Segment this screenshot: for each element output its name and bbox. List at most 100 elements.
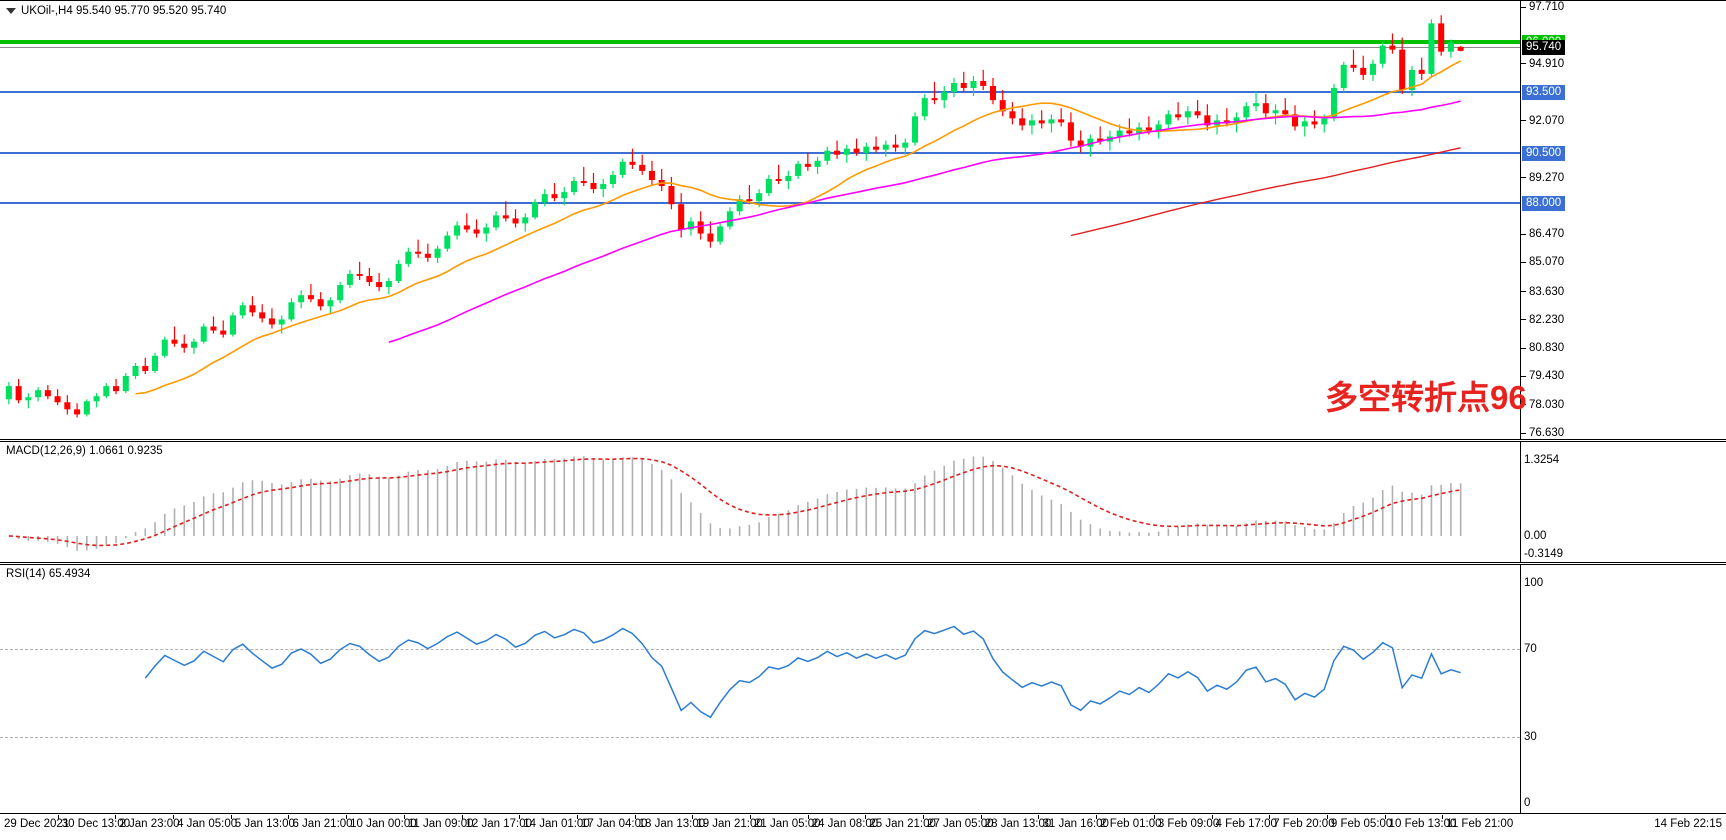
time-label: 2 Jan 23:00 [119, 818, 180, 830]
time-label: 9 Feb 05:00 [1330, 818, 1393, 830]
price-label-93.500[interactable]: 93.500 [1522, 85, 1566, 101]
price-tick: 76.630 [1521, 427, 1564, 439]
price-label-95.740[interactable]: 95.740 [1522, 39, 1566, 55]
triangle-down-icon[interactable] [6, 7, 16, 14]
level-line-90.500[interactable] [0, 151, 1520, 154]
price-axis: 97.710 94.910 92.070 89.270 86.470 85.070 83.6… [1521, 1, 1726, 439]
time-tick [1153, 815, 1155, 819]
time-label: 19 Jan 21:00 [696, 818, 763, 830]
time-tick [576, 815, 578, 819]
price-label-88.000[interactable]: 88.000 [1522, 196, 1566, 212]
time-label: 3 Feb 09:00 [1157, 818, 1220, 830]
time-label: 4 Jan 05:00 [177, 818, 238, 830]
time-axis: 29 Dec 2021 30 Dec 13:00 2 Jan 23:00 4 Jan … [0, 815, 1726, 840]
time-tick [288, 815, 290, 819]
time-label: 10 Feb 13:00 [1388, 818, 1457, 830]
price-label-90.500[interactable]: 90.500 [1522, 145, 1566, 161]
time-label: 17 Jan 04:00 [580, 818, 648, 830]
macd-plot-area[interactable] [0, 442, 1521, 562]
time-label: 24 Jan 08:00 [811, 818, 879, 830]
macd-label: MACD(12,26,9) 1.0661 0.9235 [6, 445, 163, 457]
price-tick: 78.030 [1521, 399, 1564, 410]
price-tick: 83.630 [1521, 286, 1564, 297]
price-tick: 80.830 [1521, 342, 1564, 354]
rsi-axis: 100 70 30 0 [1521, 565, 1726, 813]
time-tick [1442, 815, 1444, 819]
time-label: 14 Feb 22:15 [1654, 818, 1722, 830]
time-tick [923, 815, 925, 819]
price-tick: 97.710 [1521, 1, 1564, 13]
time-label: 11 Feb 21:00 [1446, 818, 1514, 830]
time-tick [57, 815, 59, 819]
time-label: 29 Dec 2021 [4, 818, 70, 830]
time-label: 5 Jan 13:00 [234, 818, 295, 830]
time-tick [750, 815, 751, 819]
macd-tick: 1.3254 [1524, 454, 1560, 466]
time-tick [1269, 815, 1271, 819]
rsi-level-70 [0, 649, 1520, 650]
rsi-tick: 70 [1524, 643, 1537, 655]
time-label: 14 Jan 01:00 [523, 818, 590, 830]
time-tick [1326, 815, 1328, 819]
macd-series [8, 456, 1462, 551]
rsi-tick: 100 [1524, 577, 1544, 589]
time-tick [865, 815, 867, 819]
rsi-level-30 [0, 737, 1520, 738]
level-line-88.000[interactable] [0, 202, 1520, 205]
level-line-96.000[interactable] [0, 39, 1520, 44]
rsi-tick: 30 [1524, 731, 1537, 743]
price-tick: 86.470 [1521, 228, 1564, 240]
time-label: 10 Jan 00:00 [350, 818, 417, 830]
time-tick [1384, 815, 1386, 819]
price-tick: 82.230 [1521, 314, 1564, 326]
time-tick [519, 815, 521, 819]
time-tick [115, 815, 117, 819]
rsi-plot-area[interactable] [0, 565, 1521, 813]
time-tick [173, 815, 175, 819]
macd-axis: 1.3254 0.00 -0.3149 [1521, 442, 1726, 562]
price-panel: 97.710 94.910 92.070 89.270 86.470 85.070 83.6… [0, 0, 1726, 440]
time-label: 21 Jan 05:00 [754, 818, 821, 830]
price-plot-area[interactable] [0, 1, 1521, 439]
time-label: 7 Feb 20:00 [1273, 818, 1335, 830]
time-tick [1211, 815, 1213, 819]
time-label: 28 Jan 13:00 [984, 818, 1052, 830]
chart-annotation: 多空转折点96 [1325, 379, 1527, 416]
rsi-label: RSI(14) 65.4934 [6, 568, 91, 580]
time-tick [1038, 815, 1040, 819]
time-tick [1096, 815, 1098, 819]
price-tick: 85.070 [1521, 257, 1564, 268]
price-tick: 92.070 [1521, 115, 1564, 127]
macd-tick: 0.00 [1524, 529, 1547, 542]
level-line-93.500[interactable] [0, 91, 1520, 94]
price-tick: 94.910 [1521, 58, 1564, 69]
symbol-header: UKOil-,H4 95.540 95.770 95.520 95.740 [6, 5, 226, 17]
time-tick [980, 815, 982, 819]
time-label: 25 Jan 21:00 [869, 818, 936, 830]
time-tick [346, 815, 348, 819]
time-label: 11 Jan 09:00 [407, 818, 474, 830]
current-price-line[interactable] [0, 46, 1520, 48]
rsi-panel: 100 70 30 0 RSI(14) 65.4934 [0, 564, 1726, 814]
time-tick [230, 815, 232, 819]
time-tick [634, 815, 636, 819]
rsi-tick: 0 [1524, 797, 1531, 809]
time-label: 31 Jan 16:00 [1042, 818, 1109, 830]
time-label: 27 Jan 05:00 [927, 818, 994, 830]
time-label: 30 Dec 13:00 [61, 818, 131, 830]
time-label: 18 Jan 13:00 [638, 818, 706, 830]
symbol-text: UKOil-,H4 95.540 95.770 95.520 95.740 [21, 5, 227, 17]
time-label: 6 Jan 21:00 [292, 818, 353, 830]
time-tick [403, 815, 405, 819]
time-tick [807, 815, 809, 819]
rsi-series [144, 625, 1461, 719]
macd-tick: -0.3149 [1524, 548, 1564, 560]
price-series [5, 15, 1464, 418]
time-label: 2 Feb 01:00 [1100, 818, 1162, 830]
time-label: 12 Jan 17:00 [465, 818, 533, 830]
macd-panel: 1.3254 0.00 -0.3149 MACD(12,26,9) 1.0661 0… [0, 441, 1726, 563]
time-tick [461, 815, 463, 819]
time-label: 4 Feb 17:00 [1215, 818, 1277, 830]
price-tick: 89.270 [1521, 172, 1564, 183]
